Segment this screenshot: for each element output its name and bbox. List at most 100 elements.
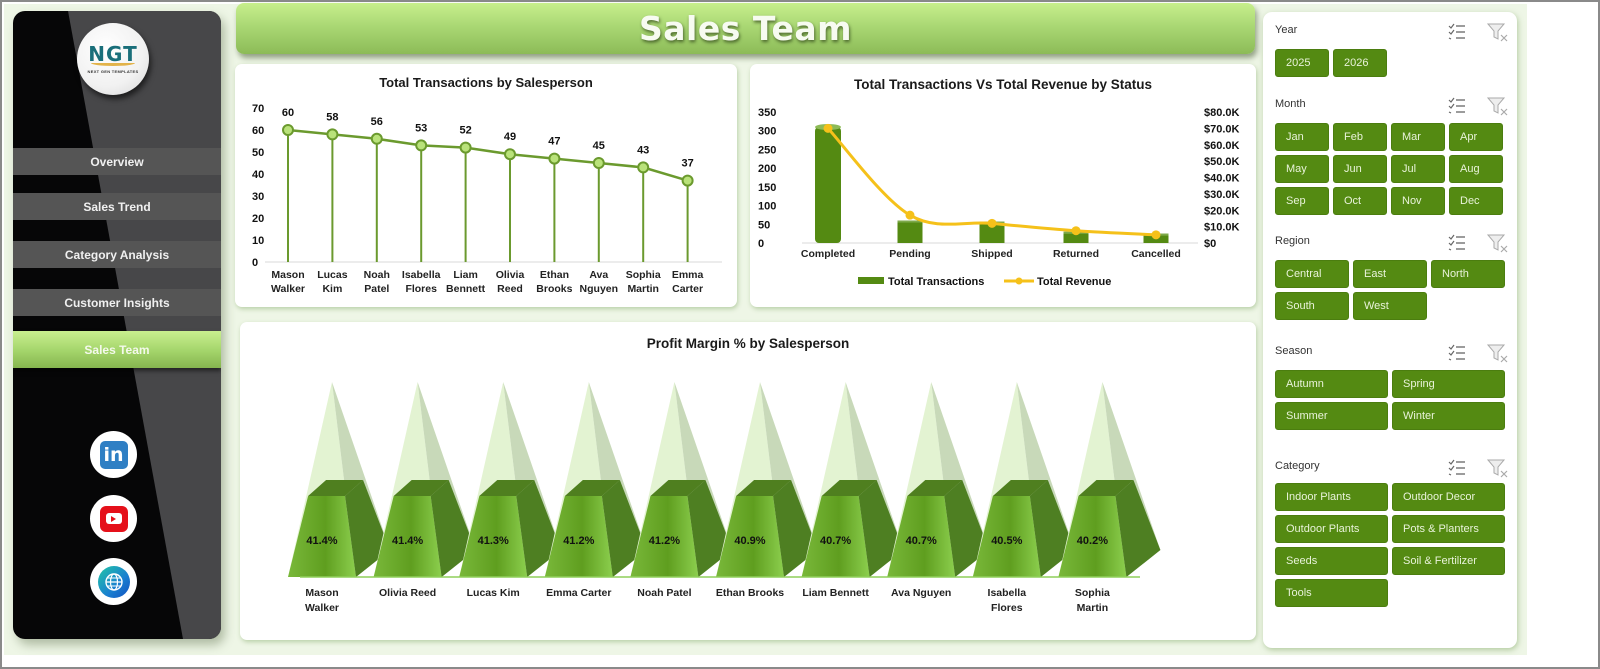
- svg-text:Cancelled: Cancelled: [1131, 248, 1181, 260]
- filter-month-may[interactable]: May: [1275, 155, 1329, 183]
- pyramid-bar: 41.2%: [544, 382, 647, 577]
- filter-category-soil-fertilizer[interactable]: Soil & Fertilizer: [1392, 547, 1505, 575]
- svg-text:$0: $0: [1204, 238, 1216, 250]
- slicer-category-options: Indoor Plants Outdoor Decor Outdoor Plants…: [1275, 483, 1505, 607]
- status-chart-legend: Total Transactions Total Revenue: [858, 276, 1111, 288]
- filter-region-south[interactable]: South: [1275, 292, 1349, 320]
- filter-month-dec[interactable]: Dec: [1449, 187, 1503, 215]
- pyramid-bar: 41.4%: [288, 382, 390, 577]
- nav-category-analysis[interactable]: Category Analysis: [13, 241, 221, 268]
- website-button[interactable]: [90, 558, 137, 605]
- clear-filter-icon[interactable]: [1487, 96, 1509, 116]
- filter-region-west[interactable]: West: [1353, 292, 1427, 320]
- svg-text:$30.0K: $30.0K: [1204, 189, 1240, 201]
- svg-text:10: 10: [252, 235, 264, 247]
- svg-text:50: 50: [758, 219, 770, 231]
- svg-text:Patel: Patel: [364, 283, 389, 295]
- sidebar: NGT NEXT GEN TEMPLATES Overview Sales Tr…: [13, 11, 221, 639]
- logo-swoosh-icon: [91, 60, 135, 66]
- youtube-button[interactable]: [90, 495, 137, 542]
- logo-text: NGT: [88, 42, 138, 66]
- slicer-region: Region Central East North South West: [1275, 233, 1511, 320]
- profit-pyramid-chart: 41.4% Mason Walker 41.4% Olivia Reed 41.3% Luc…: [288, 382, 1161, 614]
- slicer-month-title: Month: [1275, 98, 1306, 110]
- svg-text:Liam Bennett: Liam Bennett: [802, 587, 869, 599]
- clear-filter-icon[interactable]: [1487, 233, 1509, 253]
- slicer-month: Month Jan Feb Mar Apr May Jun Jul Aug Sep Oct Nov D…: [1275, 96, 1511, 215]
- filter-month-oct[interactable]: Oct: [1333, 187, 1387, 215]
- svg-text:40.2%: 40.2%: [1077, 535, 1108, 547]
- svg-text:40.9%: 40.9%: [734, 535, 765, 547]
- multi-select-icon[interactable]: [1447, 96, 1467, 114]
- filter-region-north[interactable]: North: [1431, 260, 1505, 288]
- pyramid-bar: 41.3%: [459, 382, 562, 577]
- svg-text:Lucas Kim: Lucas Kim: [467, 587, 520, 599]
- svg-text:41.4%: 41.4%: [392, 535, 423, 547]
- filter-year-2025[interactable]: 2025: [1275, 49, 1329, 77]
- svg-text:40.5%: 40.5%: [991, 535, 1022, 547]
- svg-text:Walker: Walker: [305, 602, 339, 614]
- filter-year-2026[interactable]: 2026: [1333, 49, 1387, 77]
- slicer-month-options: Jan Feb Mar Apr May Jun Jul Aug Sep Oct Nov Dec: [1275, 123, 1503, 215]
- multi-select-icon[interactable]: [1447, 233, 1467, 251]
- multi-select-icon[interactable]: [1447, 22, 1467, 40]
- svg-text:Shipped: Shipped: [971, 248, 1012, 260]
- svg-text:60: 60: [252, 125, 264, 137]
- filter-category-outdoor-plants[interactable]: Outdoor Plants: [1275, 515, 1388, 543]
- nav-sales-trend[interactable]: Sales Trend: [13, 193, 221, 220]
- svg-text:200: 200: [758, 163, 776, 175]
- filter-month-jul[interactable]: Jul: [1391, 155, 1445, 183]
- filter-category-indoor-plants[interactable]: Indoor Plants: [1275, 483, 1388, 511]
- svg-text:40.7%: 40.7%: [820, 535, 851, 547]
- nav-sales-team[interactable]: Sales Team: [13, 331, 221, 368]
- filter-season-autumn[interactable]: Autumn: [1275, 370, 1388, 398]
- filter-month-sep[interactable]: Sep: [1275, 187, 1329, 215]
- linkedin-button[interactable]: in: [90, 431, 137, 478]
- filter-region-central[interactable]: Central: [1275, 260, 1349, 288]
- svg-text:Isabella: Isabella: [402, 269, 441, 281]
- filter-category-pots-planters[interactable]: Pots & Planters: [1392, 515, 1505, 543]
- svg-text:$80.0K: $80.0K: [1204, 107, 1240, 119]
- svg-text:100: 100: [758, 201, 776, 213]
- svg-text:350: 350: [758, 107, 776, 119]
- filter-month-feb[interactable]: Feb: [1333, 123, 1387, 151]
- svg-text:Noah: Noah: [364, 269, 390, 281]
- clear-filter-icon[interactable]: [1487, 458, 1509, 478]
- filter-month-apr[interactable]: Apr: [1449, 123, 1503, 151]
- filter-season-spring[interactable]: Spring: [1392, 370, 1505, 398]
- filter-month-mar[interactable]: Mar: [1391, 123, 1445, 151]
- svg-text:Sophia: Sophia: [626, 269, 661, 281]
- filter-season-summer[interactable]: Summer: [1275, 402, 1388, 430]
- svg-text:$60.0K: $60.0K: [1204, 140, 1240, 152]
- filter-month-jun[interactable]: Jun: [1333, 155, 1387, 183]
- clear-filter-icon[interactable]: [1487, 343, 1509, 363]
- svg-text:Kim: Kim: [322, 283, 342, 295]
- filter-month-jan[interactable]: Jan: [1275, 123, 1329, 151]
- filter-category-tools[interactable]: Tools: [1275, 579, 1388, 607]
- nav-overview[interactable]: Overview: [13, 148, 221, 175]
- svg-text:Mason: Mason: [305, 587, 338, 599]
- svg-text:Olivia: Olivia: [496, 269, 525, 281]
- filter-category-seeds[interactable]: Seeds: [1275, 547, 1388, 575]
- filter-category-outdoor-decor[interactable]: Outdoor Decor: [1392, 483, 1505, 511]
- slicer-season-options: Autumn Spring Summer Winter: [1275, 370, 1505, 430]
- filter-month-nov[interactable]: Nov: [1391, 187, 1445, 215]
- globe-icon: [97, 565, 130, 598]
- svg-text:41.2%: 41.2%: [563, 535, 594, 547]
- pyramid-bar: 40.5%: [972, 382, 1075, 577]
- filter-season-winter[interactable]: Winter: [1392, 402, 1505, 430]
- clear-filter-icon[interactable]: [1487, 22, 1509, 42]
- filter-month-aug[interactable]: Aug: [1449, 155, 1503, 183]
- nav-customer-insights[interactable]: Customer Insights: [13, 289, 221, 316]
- multi-select-icon[interactable]: [1447, 343, 1467, 361]
- svg-text:300: 300: [758, 126, 776, 138]
- ngt-logo: NGT NEXT GEN TEMPLATES: [77, 23, 149, 95]
- multi-select-icon[interactable]: [1447, 458, 1467, 476]
- svg-text:Liam: Liam: [453, 269, 478, 281]
- slicer-year: Year 2025 2026: [1275, 22, 1511, 77]
- svg-text:53: 53: [415, 122, 427, 134]
- svg-text:0: 0: [758, 238, 764, 250]
- svg-text:Reed: Reed: [497, 283, 523, 295]
- filter-region-east[interactable]: East: [1353, 260, 1427, 288]
- svg-text:47: 47: [548, 136, 560, 148]
